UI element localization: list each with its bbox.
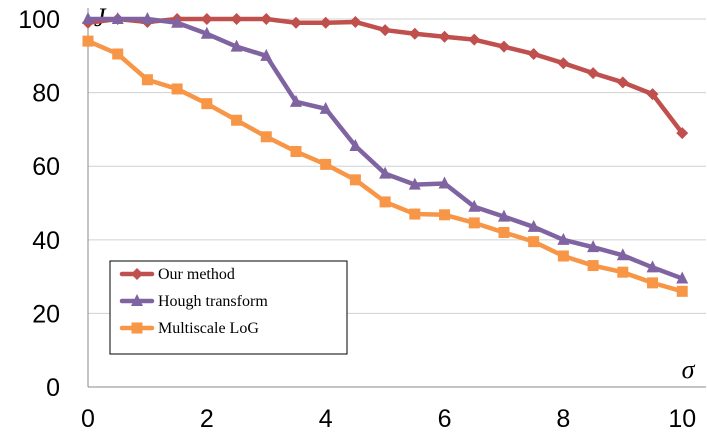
data-point-multiscale-log xyxy=(141,74,153,86)
data-point-multiscale-log xyxy=(617,266,629,278)
data-point-hough-transform xyxy=(616,248,629,261)
data-point-multiscale-log xyxy=(82,35,94,47)
y-tick-label: 20 xyxy=(32,300,60,328)
legend-label: Hough transform xyxy=(158,293,268,310)
legend-swatch-marker xyxy=(131,268,143,280)
data-point-hough-transform xyxy=(527,219,540,232)
legend-label: Our method xyxy=(158,266,235,283)
data-point-multiscale-log xyxy=(557,250,569,262)
y-tick-label: 80 xyxy=(32,80,60,108)
axes xyxy=(87,8,706,388)
data-point-multiscale-log xyxy=(171,83,183,95)
data-point-our-method xyxy=(646,88,659,101)
data-point-hough-transform xyxy=(171,15,184,28)
data-point-hough-transform xyxy=(349,138,362,151)
series-hough-transform xyxy=(82,12,689,284)
data-point-multiscale-log xyxy=(349,174,361,186)
legend: Our method Hough transform Multiscale LoG xyxy=(109,260,348,355)
data-point-hough-transform xyxy=(289,94,302,107)
data-point-our-method xyxy=(230,13,243,26)
legend-item-hough-transform: Hough transform xyxy=(119,293,268,310)
data-point-multiscale-log xyxy=(587,260,599,272)
data-point-our-method xyxy=(408,27,421,40)
y-tick-label: 40 xyxy=(32,227,60,255)
data-point-our-method xyxy=(527,47,540,60)
data-point-multiscale-log xyxy=(290,146,302,158)
data-point-hough-transform xyxy=(141,12,154,25)
series-layer xyxy=(82,12,689,297)
series-multiscale-log xyxy=(82,35,688,297)
data-point-multiscale-log xyxy=(528,236,540,248)
data-point-our-method xyxy=(557,57,570,70)
x-tick-label: 0 xyxy=(81,405,95,433)
data-point-hough-transform xyxy=(230,39,243,52)
data-point-hough-transform xyxy=(587,240,600,253)
data-point-multiscale-log xyxy=(260,131,272,143)
data-point-multiscale-log xyxy=(498,226,510,238)
data-point-our-method xyxy=(587,67,600,80)
x-tick-label: 6 xyxy=(438,405,452,433)
legend-item-multiscale-log: Multiscale LoG xyxy=(119,320,259,337)
data-point-hough-transform xyxy=(408,177,421,190)
data-point-hough-transform xyxy=(319,101,332,114)
data-point-our-method xyxy=(468,33,481,46)
data-point-hough-transform xyxy=(200,26,213,39)
data-point-multiscale-log xyxy=(647,277,659,289)
y-tick-label: 0 xyxy=(46,374,60,402)
data-point-hough-transform xyxy=(260,48,273,61)
data-point-our-method xyxy=(438,30,451,43)
data-point-multiscale-log xyxy=(676,285,688,297)
data-point-our-method xyxy=(616,76,629,89)
legend-item-our-method: Our method xyxy=(119,266,235,283)
x-tick-label: 10 xyxy=(668,405,696,433)
legend-box xyxy=(109,260,348,355)
y-tick-label: 60 xyxy=(32,153,60,181)
data-point-multiscale-log xyxy=(112,48,124,60)
data-point-our-method xyxy=(200,13,213,26)
data-point-multiscale-log xyxy=(231,114,243,126)
data-point-our-method xyxy=(349,15,362,28)
data-point-our-method xyxy=(497,40,510,53)
data-point-hough-transform xyxy=(497,209,510,222)
y-tick-labels: 0 20 40 60 80 100 xyxy=(18,6,60,402)
data-point-multiscale-log xyxy=(439,209,451,221)
x-axis-label: σ xyxy=(682,355,696,384)
x-tick-label: 2 xyxy=(200,405,214,433)
data-point-hough-transform xyxy=(379,166,392,179)
y-tick-label: 100 xyxy=(18,6,60,34)
data-point-hough-transform xyxy=(468,199,481,212)
data-point-our-method xyxy=(319,16,332,29)
data-point-hough-transform xyxy=(557,232,570,245)
data-point-our-method xyxy=(676,127,689,140)
data-point-hough-transform xyxy=(676,271,689,284)
data-point-hough-transform xyxy=(646,260,659,273)
x-tick-label: 8 xyxy=(556,405,570,433)
data-point-hough-transform xyxy=(438,176,451,189)
legend-swatch-marker xyxy=(131,322,143,334)
data-point-our-method xyxy=(260,13,273,26)
data-point-multiscale-log xyxy=(320,158,332,170)
data-point-hough-transform xyxy=(82,12,94,25)
data-point-our-method xyxy=(379,24,392,37)
data-point-our-method xyxy=(289,16,302,29)
data-point-multiscale-log xyxy=(379,196,391,208)
data-point-multiscale-log xyxy=(201,98,213,110)
data-point-multiscale-log xyxy=(409,208,421,220)
data-point-multiscale-log xyxy=(468,217,480,229)
legend-label: Multiscale LoG xyxy=(158,320,259,337)
data-point-hough-transform xyxy=(111,12,124,25)
x-tick-label: 4 xyxy=(319,405,333,433)
legend-swatch-marker xyxy=(131,294,143,306)
x-tick-labels: 0 2 4 6 8 10 xyxy=(81,405,696,433)
series-our-method xyxy=(82,13,689,140)
